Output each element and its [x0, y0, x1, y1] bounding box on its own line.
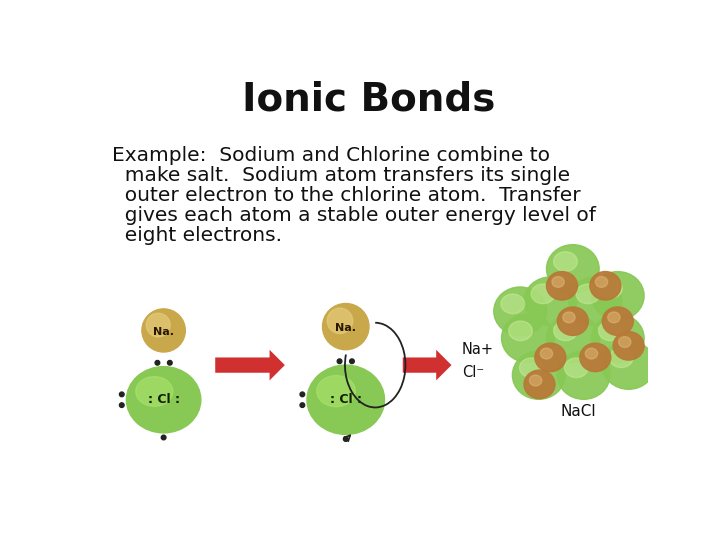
Ellipse shape [554, 252, 577, 271]
Text: Na.: Na. [336, 323, 356, 333]
Text: : Cl :: : Cl : [330, 393, 361, 406]
Text: Cl⁻: Cl⁻ [462, 365, 484, 380]
Circle shape [327, 308, 353, 334]
Ellipse shape [569, 277, 621, 326]
Ellipse shape [602, 341, 655, 389]
Circle shape [323, 303, 369, 350]
Circle shape [142, 309, 185, 352]
Ellipse shape [613, 332, 644, 360]
Circle shape [155, 361, 160, 365]
Circle shape [146, 313, 170, 337]
Circle shape [350, 359, 354, 363]
Circle shape [300, 403, 305, 408]
Ellipse shape [618, 336, 631, 347]
Ellipse shape [557, 307, 588, 335]
Ellipse shape [513, 351, 565, 399]
Ellipse shape [546, 314, 599, 362]
Ellipse shape [609, 348, 633, 368]
Ellipse shape [535, 343, 566, 372]
Ellipse shape [546, 272, 577, 300]
Ellipse shape [524, 277, 577, 326]
Text: Example:  Sodium and Chlorine combine to: Example: Sodium and Chlorine combine to [112, 146, 549, 165]
Circle shape [120, 392, 124, 397]
Circle shape [168, 361, 172, 365]
Circle shape [300, 392, 305, 397]
Ellipse shape [595, 276, 608, 287]
Ellipse shape [576, 284, 600, 303]
Text: outer electron to the chlorine atom.  Transfer: outer electron to the chlorine atom. Tra… [112, 186, 580, 205]
Text: make salt.  Sodium atom transfers its single: make salt. Sodium atom transfers its sin… [112, 166, 570, 185]
Ellipse shape [127, 367, 201, 433]
Circle shape [120, 403, 124, 408]
Ellipse shape [608, 312, 620, 323]
Ellipse shape [590, 272, 621, 300]
Ellipse shape [501, 294, 525, 314]
Circle shape [337, 359, 342, 363]
Circle shape [161, 435, 166, 440]
Ellipse shape [591, 272, 644, 320]
Ellipse shape [524, 370, 555, 399]
Ellipse shape [585, 348, 598, 359]
Ellipse shape [580, 343, 611, 372]
Ellipse shape [546, 245, 599, 293]
Ellipse shape [531, 284, 555, 303]
Ellipse shape [540, 348, 553, 359]
Ellipse shape [317, 375, 356, 407]
Ellipse shape [508, 321, 532, 341]
Text: Ionic Bonds: Ionic Bonds [243, 80, 495, 118]
Text: Na+: Na+ [462, 342, 494, 357]
Ellipse shape [564, 358, 588, 377]
Text: : Cl :: : Cl : [148, 393, 179, 406]
Ellipse shape [552, 276, 564, 287]
Ellipse shape [307, 365, 384, 434]
Text: Na.: Na. [153, 327, 174, 337]
Text: eight electrons.: eight electrons. [112, 226, 282, 245]
Ellipse shape [529, 375, 542, 386]
Circle shape [343, 437, 348, 441]
Ellipse shape [591, 314, 644, 362]
Ellipse shape [520, 358, 543, 377]
Ellipse shape [557, 351, 610, 399]
Ellipse shape [502, 314, 554, 362]
Text: gives each atom a stable outer energy level of: gives each atom a stable outer energy le… [112, 206, 595, 225]
Text: NaCl: NaCl [560, 404, 596, 419]
Ellipse shape [602, 307, 634, 335]
Ellipse shape [598, 279, 622, 298]
Ellipse shape [598, 321, 622, 341]
Ellipse shape [554, 321, 577, 341]
Ellipse shape [563, 312, 575, 323]
Ellipse shape [494, 287, 546, 335]
Ellipse shape [136, 376, 173, 407]
